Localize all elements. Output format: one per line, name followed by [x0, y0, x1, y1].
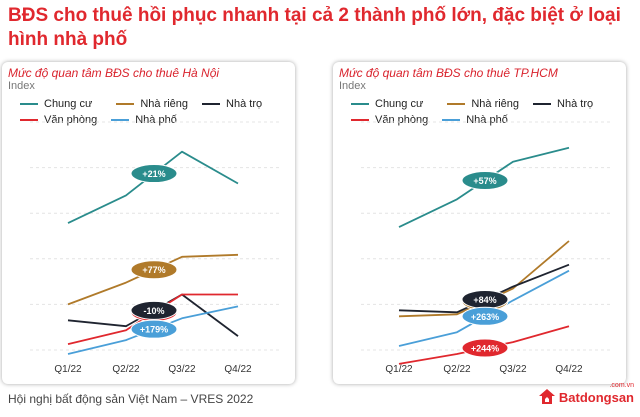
- batdongsan-logo: Batdongsan .com.vn: [538, 382, 634, 406]
- legend-nha-tro: Nhà trọ: [533, 98, 593, 110]
- growth-badge-label: -10%: [143, 306, 164, 316]
- growth-badge-chung_cu: [461, 170, 509, 190]
- growth-badge-label: +179%: [140, 325, 168, 335]
- hanoi-line-chart: Q1/22Q2/22Q3/22Q4/22+21%+77%+153%-10%+17…: [30, 121, 280, 375]
- x-tick-label: Q3/22: [168, 364, 196, 375]
- legend-nha-pho: Nhà phố: [442, 114, 508, 126]
- hcm-chart-title: Mức độ quan tâm BĐS cho thuê TP.HCM: [339, 66, 558, 80]
- x-tick-label: Q4/22: [555, 364, 583, 375]
- x-tick-label: Q2/22: [443, 364, 471, 375]
- growth-badge-label: +244%: [471, 344, 499, 354]
- legend-van-phong: Văn phòng: [20, 114, 97, 126]
- legend-nha-rieng: Nhà riêng: [116, 98, 188, 110]
- logo-text: Batdongsan: [558, 389, 634, 405]
- growth-badge-label: +84%: [473, 295, 496, 305]
- series-line-chung_cu: [67, 150, 239, 224]
- legend-van-phong: Văn phòng: [351, 114, 428, 126]
- growth-badge-nha_rieng: [130, 260, 178, 280]
- logo-suffix: .com.vn: [609, 382, 634, 389]
- page-title: BĐS cho thuê hồi phục nhanh tại cả 2 thà…: [8, 5, 621, 50]
- hanoi-chart-title: Mức độ quan tâm BĐS cho thuê Hà Nội: [8, 66, 220, 80]
- hcm-y-label: Index: [339, 80, 366, 92]
- footer-text: Hội nghị bất động sản Việt Nam – VRES 20…: [8, 392, 254, 406]
- growth-badge-chung_cu: [130, 164, 178, 184]
- x-tick-label: Q2/22: [112, 364, 140, 375]
- growth-badge-label: +21%: [142, 169, 165, 179]
- growth-badge-nha_pho: [130, 319, 178, 339]
- x-tick-label: Q3/22: [499, 364, 527, 375]
- legend-chung-cu: Chung cư: [351, 98, 423, 110]
- hanoi-legend: Chung cư Nhà riêng Nhà trọ Văn phòng Nhà…: [20, 96, 262, 128]
- legend-nha-rieng: Nhà riêng: [447, 98, 519, 110]
- growth-badge-nha_tro: [130, 300, 178, 320]
- hcm-legend: Chung cư Nhà riêng Nhà trọ Văn phòng Nhà…: [351, 96, 593, 128]
- hcm-line-chart: Q1/22Q2/22Q3/22Q4/22+57%+157%+84%+263%+2…: [361, 121, 611, 375]
- legend-nha-tro: Nhà trọ: [202, 98, 262, 110]
- x-tick-label: Q1/22: [385, 364, 413, 375]
- growth-badge-van_phong: [461, 338, 509, 358]
- growth-badge-label: +57%: [473, 176, 496, 186]
- legend-chung-cu: Chung cư: [20, 98, 92, 110]
- legend-nha-pho: Nhà phố: [111, 114, 177, 126]
- hanoi-y-label: Index: [8, 80, 35, 92]
- x-tick-label: Q4/22: [224, 364, 252, 375]
- x-tick-label: Q1/22: [54, 364, 82, 375]
- logo-icon: [538, 389, 555, 404]
- hanoi-chart-card: Mức độ quan tâm BĐS cho thuê Hà Nội Inde…: [2, 62, 295, 384]
- hcm-chart-card: Mức độ quan tâm BĐS cho thuê TP.HCM Inde…: [333, 62, 626, 384]
- growth-badge-label: +263%: [471, 312, 499, 322]
- growth-badge-nha_pho: [461, 306, 509, 326]
- growth-badge-label: +77%: [142, 265, 165, 275]
